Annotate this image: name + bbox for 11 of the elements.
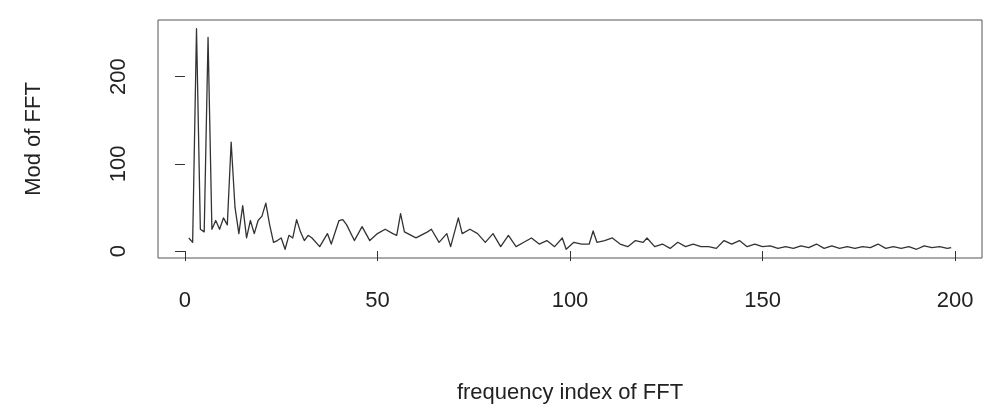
y-tick-label: 0 — [104, 244, 130, 258]
x-tick-label: 200 — [936, 286, 974, 312]
x-tick-label: 100 — [551, 286, 589, 312]
y-tick-label: 100 — [104, 145, 130, 183]
y-axis-title: Mod of FFT — [19, 82, 45, 196]
x-tick-label: 150 — [744, 286, 781, 312]
x-axis-title: frequency index of FFT — [456, 378, 684, 404]
y-tick-label: 200 — [104, 58, 130, 96]
x-tick-label: 0 — [178, 286, 192, 312]
x-tick-label: 50 — [365, 286, 390, 312]
line-series — [188, 28, 952, 250]
